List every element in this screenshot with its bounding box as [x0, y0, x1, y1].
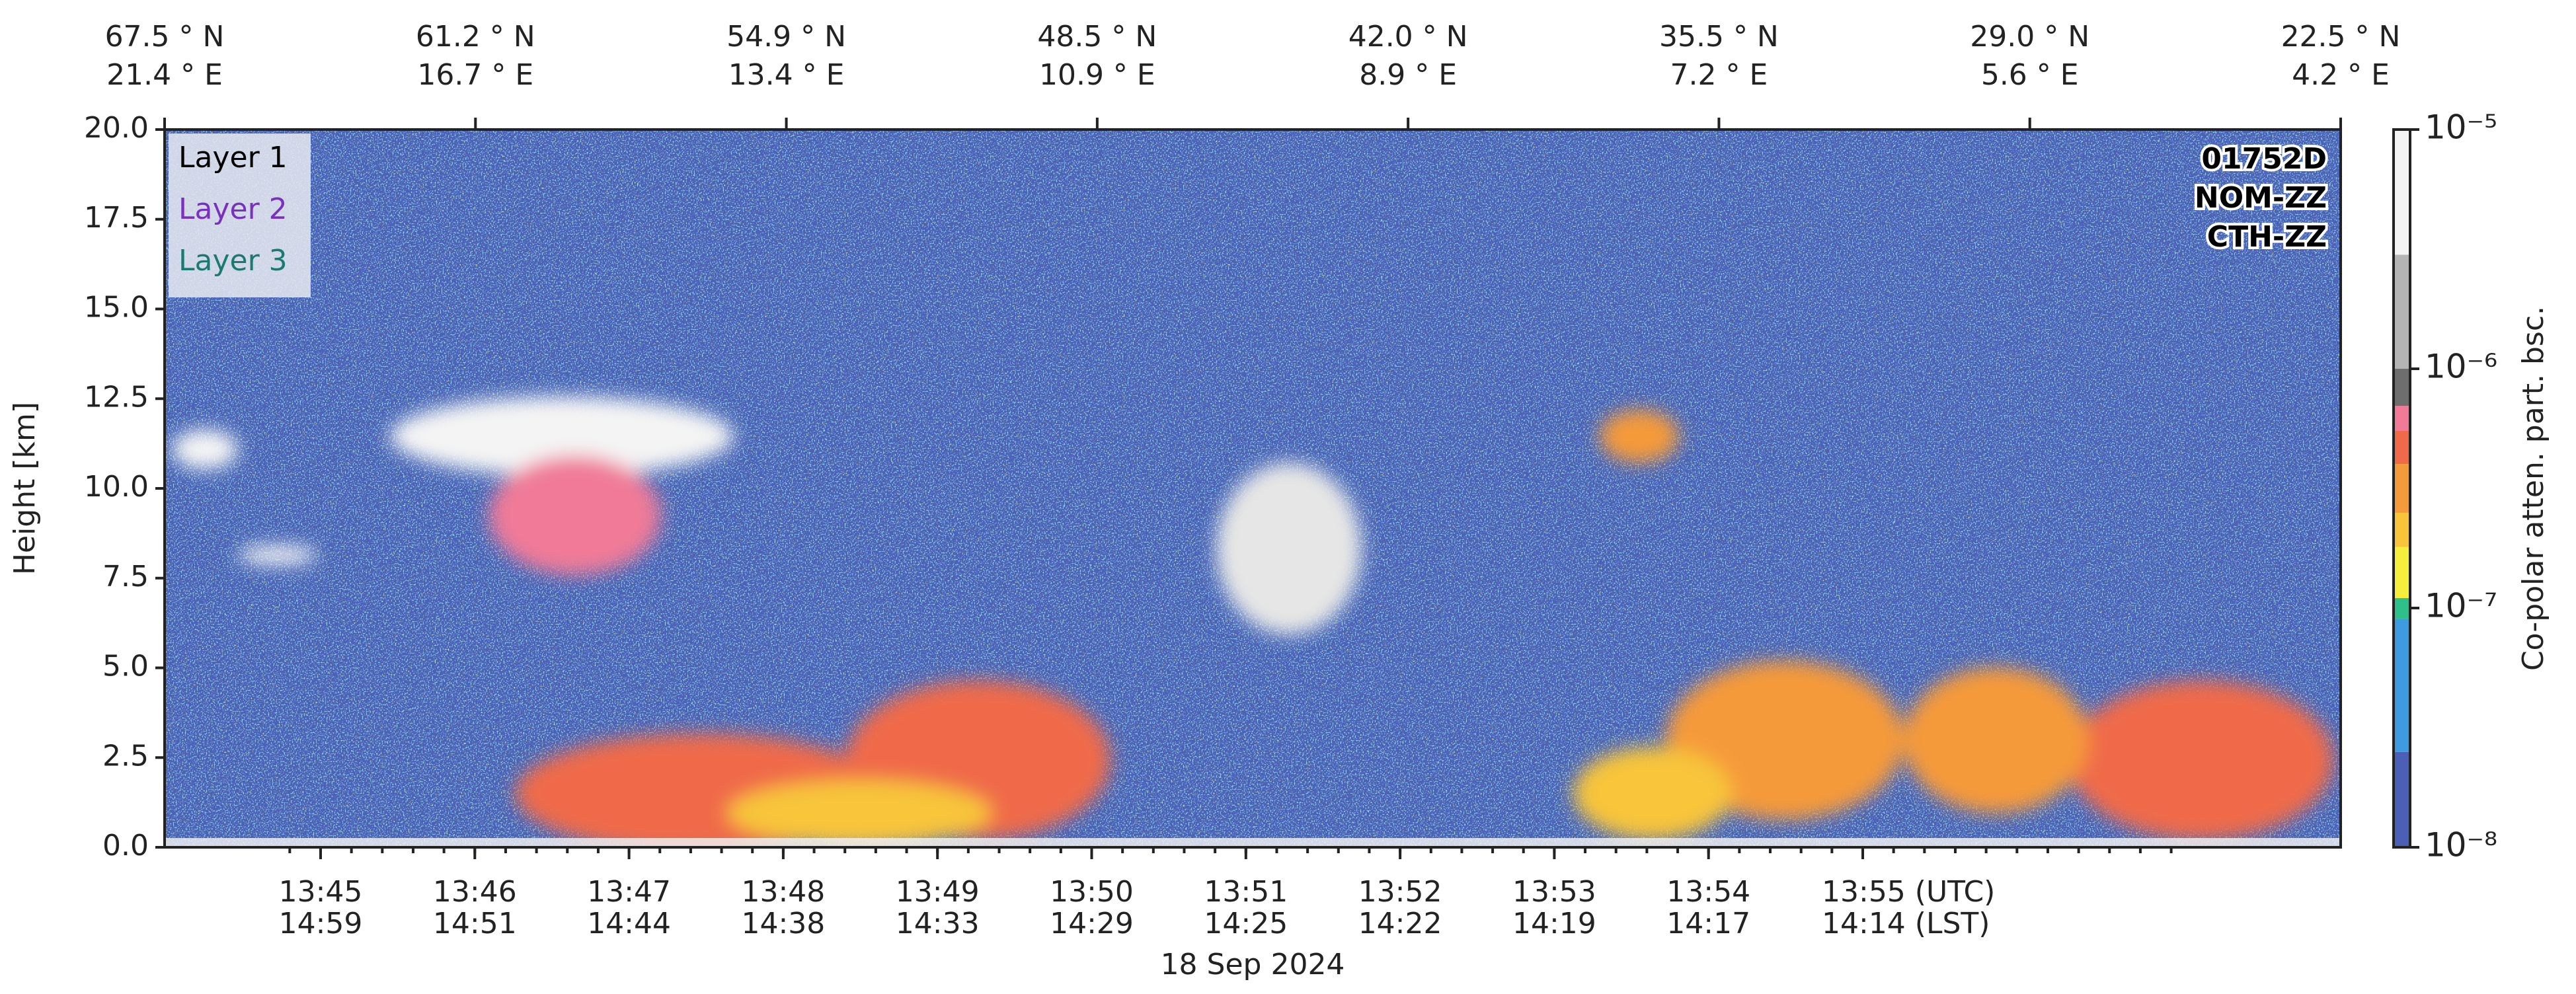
lat-label: 48.5 ° N	[1037, 20, 1157, 54]
lon-label: 16.7 ° E	[417, 58, 533, 92]
y-tick-label: 0.0	[102, 829, 149, 862]
lon-label: 13.4 ° E	[728, 58, 845, 92]
lat-label: 22.5 ° N	[2281, 20, 2401, 54]
colorbar-tick-label: 10⁻⁶	[2425, 348, 2497, 386]
colorbar-band	[2394, 369, 2410, 406]
legend-box	[169, 134, 311, 297]
colorbar-band	[2394, 598, 2410, 619]
x-tick-label-lst: 14:25	[1204, 907, 1288, 940]
y-tick-label: 2.5	[102, 739, 149, 773]
colorbar-band	[2394, 512, 2410, 547]
x-tick-label-lst: 14:33	[896, 907, 980, 940]
y-tick-label: 7.5	[102, 560, 149, 593]
legend-entry: Layer 3	[178, 244, 288, 278]
x-tick-label-utc: 13:47	[587, 875, 671, 909]
lon-label: 7.2 ° E	[1670, 58, 1768, 92]
lat-label: 35.5 ° N	[1659, 20, 1779, 54]
y-tick-label: 10.0	[84, 470, 149, 504]
lat-label: 54.9 ° N	[726, 20, 846, 54]
x-tick-label-utc: 13:51	[1204, 875, 1288, 909]
colorbar-band	[2394, 254, 2410, 369]
y-tick-label: 15.0	[84, 291, 149, 325]
legend-entry: Layer 1	[178, 141, 288, 174]
lon-label: 5.6 ° E	[1981, 58, 2079, 92]
x-tick-label-lst: 14:38	[741, 907, 825, 940]
colorbar-band	[2394, 619, 2410, 752]
x-tick-label-lst: 14:29	[1050, 907, 1134, 940]
x-tick-label-utc: 13:52	[1358, 875, 1442, 909]
lon-label: 8.9 ° E	[1359, 58, 1457, 92]
annotation: 01752D	[2201, 142, 2327, 176]
x-tick-label-utc: 13:48	[741, 875, 825, 909]
y-axis-label: Height [km]	[8, 402, 42, 575]
x-tick-label-lst: 14:14 (LST)	[1822, 907, 1990, 940]
x-tick-label-utc: 13:53	[1512, 875, 1596, 909]
lat-label: 61.2 ° N	[416, 20, 535, 54]
annotation: NOM-ZZ	[2195, 181, 2327, 215]
x-tick-label-utc: 13:46	[433, 875, 517, 909]
lon-label: 21.4 ° E	[106, 58, 223, 92]
lat-label: 29.0 ° N	[1970, 20, 2089, 54]
x-tick-label-lst: 14:19	[1512, 907, 1596, 940]
colorbar-band	[2394, 130, 2410, 255]
y-tick-label: 5.0	[102, 650, 149, 683]
x-tick-label-utc: 13:50	[1050, 875, 1134, 909]
lon-label: 4.2 ° E	[2292, 58, 2390, 92]
x-tick-label-lst: 14:22	[1358, 907, 1442, 940]
x-tick-label-utc: 13:49	[896, 875, 980, 909]
colorbar-tick-label: 10⁻⁷	[2425, 587, 2497, 625]
curtain-texture	[165, 130, 2341, 847]
lon-label: 10.9 ° E	[1039, 58, 1155, 92]
colorbar-tick-label: 10⁻⁸	[2425, 826, 2497, 864]
colorbar-label: Co-polar atten. part. bsc.	[2517, 306, 2550, 671]
y-tick-label: 17.5	[84, 201, 149, 235]
legend-entry: Layer 2	[178, 192, 288, 226]
x-tick-label-lst: 14:44	[587, 907, 671, 940]
colorbar-band	[2394, 547, 2410, 599]
colorbar: 10⁻⁸ 10⁻⁷ 10⁻⁶ 10⁻⁵ Co-polar atten. part. bs…	[2392, 108, 2550, 864]
lat-label: 67.5 ° N	[105, 20, 225, 54]
x-tick-label-lst: 14:17	[1666, 907, 1750, 940]
colorbar-band	[2394, 464, 2410, 513]
x-tick-label-utc: 13:45	[279, 875, 363, 909]
y-tick-label: 12.5	[84, 380, 149, 414]
x-tick-label-lst: 14:59	[279, 907, 363, 940]
x-tick-label-utc: 13:54	[1666, 875, 1750, 909]
colorbar-tick-label: 10⁻⁵	[2425, 108, 2497, 147]
annotation: CTH-ZZ	[2207, 220, 2327, 254]
y-tick-label: 20.0	[84, 111, 149, 145]
lat-label: 42.0 ° N	[1348, 20, 1468, 54]
colorbar-band	[2394, 751, 2410, 847]
colorbar-band	[2394, 406, 2410, 431]
colorbar-band	[2394, 430, 2410, 465]
x-tick-label-utc: 13:55 (UTC)	[1822, 875, 1995, 909]
x-tick-label-lst: 14:51	[433, 907, 517, 940]
colorbar-frame	[2392, 128, 2411, 849]
date-label: 18 Sep 2024	[1161, 948, 1345, 981]
